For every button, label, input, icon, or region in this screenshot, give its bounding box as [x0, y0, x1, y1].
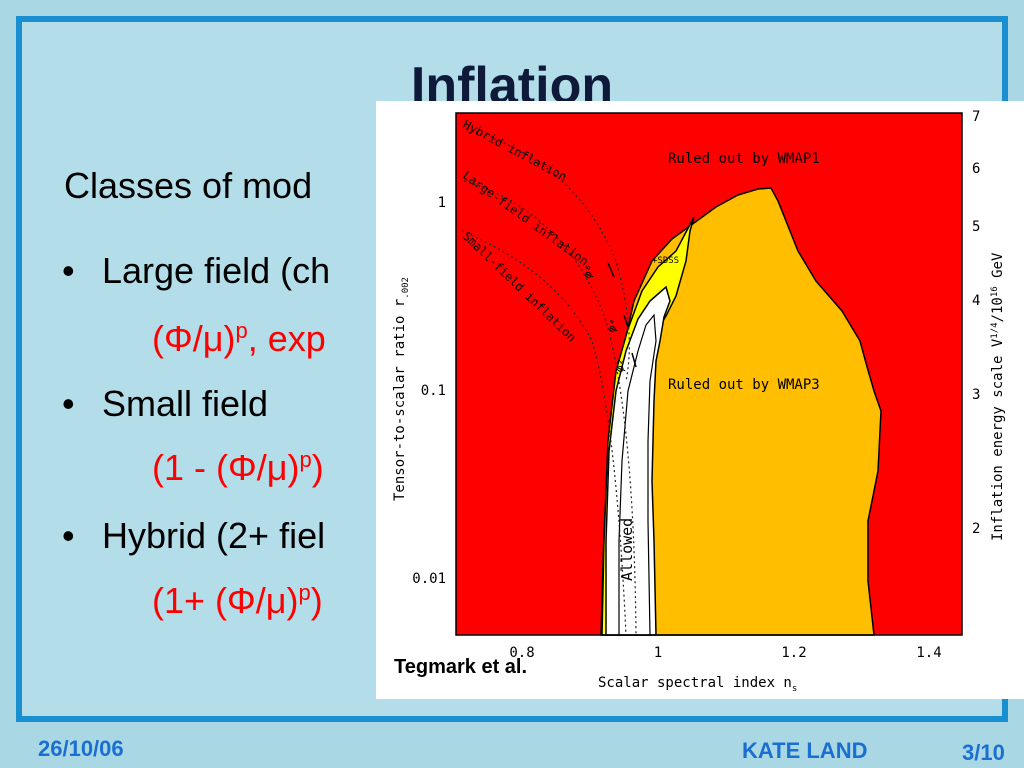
large-field-inflation-curve — [463, 180, 637, 636]
sdss-label: +SDSS — [652, 256, 679, 266]
formula-hybrid-exponent: p — [298, 580, 311, 605]
bullet-hybrid: Hybrid (2+ fiel — [102, 515, 326, 556]
y-tick-0.01: 0.01 — [412, 571, 446, 587]
formula-small-field: (1 - (Φ/μ)p) — [152, 447, 324, 489]
x-tick-1.2: 1.2 — [781, 645, 806, 661]
phi6-tick — [607, 262, 615, 278]
phi2-tick — [631, 352, 637, 368]
y2-tick-7: 7 — [972, 109, 980, 125]
y2-axis-label-tail: /10 — [990, 297, 1006, 322]
x-axis-label-sub: s — [792, 684, 797, 694]
bullet-glyph-2: • — [62, 383, 75, 424]
bullet-glyph-3: • — [62, 515, 75, 556]
formula-large-field-exponent: p — [235, 318, 248, 343]
footer-author: KATE LAND — [742, 738, 868, 763]
y2-tick-3: 3 — [972, 387, 980, 403]
formula-large-field-base: (Φ/μ) — [152, 318, 236, 359]
y2-tick-2: 2 — [972, 521, 980, 537]
hybrid-inflation-curve — [465, 128, 630, 382]
bullet-large-field: Large field (ch — [102, 250, 331, 291]
footer-date: 26/10/06 — [38, 736, 124, 761]
formula-hybrid: (1+ (Φ/μ)p) — [152, 580, 323, 622]
y2-tick-5: 5 — [972, 219, 980, 235]
intro-text: Classes of mod — [64, 165, 313, 206]
x-tick-1: 1 — [654, 645, 662, 661]
inflation-constraints-figure: Hybrid inflation Large-field inflation S… — [376, 101, 1024, 699]
allowed-inner-contour — [618, 313, 657, 636]
y-tick-0.1: 0.1 — [421, 383, 446, 399]
phi2-label: φ² — [613, 357, 630, 374]
formula-large-field: (Φ/μ)p, exp — [152, 318, 326, 360]
formula-hybrid-base: (1+ (Φ/μ) — [152, 580, 299, 621]
formula-small-field-tail: ) — [311, 447, 324, 488]
y2-axis-label-sup2: 16 — [990, 286, 1000, 297]
x-axis-label-text: Scalar spectral index n — [598, 675, 792, 691]
y-axis-label-text: Tensor-to-scalar ratio r — [392, 299, 408, 501]
x-tick-1.4: 1.4 — [916, 645, 941, 661]
y2-axis-label-text: Inflation energy scale V — [990, 338, 1006, 541]
y2-tick-6: 6 — [972, 161, 980, 177]
wmap3-label: Ruled out by WMAP3 — [668, 377, 820, 393]
allowed-label: Allowed — [618, 518, 636, 581]
x-axis-label: Scalar spectral index ns — [598, 675, 797, 694]
small-field-inflation-curve — [461, 230, 627, 636]
bullet-glyph-1: • — [62, 250, 75, 291]
formula-small-field-exponent: p — [299, 447, 312, 472]
y2-axis-label-sup: 1/4 — [990, 322, 1000, 338]
allowed-region — [605, 285, 671, 636]
y2-axis-label: Inflation energy scale V1/4/1016 GeV — [990, 252, 1006, 541]
y2-axis-label-unit: GeV — [990, 252, 1006, 286]
figure-credit: Tegmark et al. — [394, 656, 528, 678]
phi4-label: φ⁴ — [605, 317, 622, 334]
y-axis-label: Tensor-to-scalar ratio r.002 — [392, 277, 411, 501]
wmap1-label: Ruled out by WMAP1 — [668, 151, 820, 167]
phi6-label: φ⁶ — [581, 263, 598, 280]
phi4-tick — [623, 314, 629, 328]
formula-hybrid-tail: ) — [310, 580, 323, 621]
plot-frame — [455, 112, 963, 636]
constraints-plot: Hybrid inflation Large-field inflation S… — [392, 109, 1006, 694]
y-tick-1: 1 — [438, 195, 446, 211]
formula-large-field-tail: , exp — [247, 318, 326, 359]
x-tick-0.8: 0.8 — [509, 645, 534, 661]
y-axis-label-sub: .002 — [401, 277, 411, 299]
footer-page-number: 3/10 — [962, 740, 1005, 765]
formula-small-field-base: (1 - (Φ/μ) — [152, 447, 300, 488]
y2-tick-4: 4 — [972, 293, 980, 309]
bullet-small-field: Small field — [102, 383, 269, 424]
